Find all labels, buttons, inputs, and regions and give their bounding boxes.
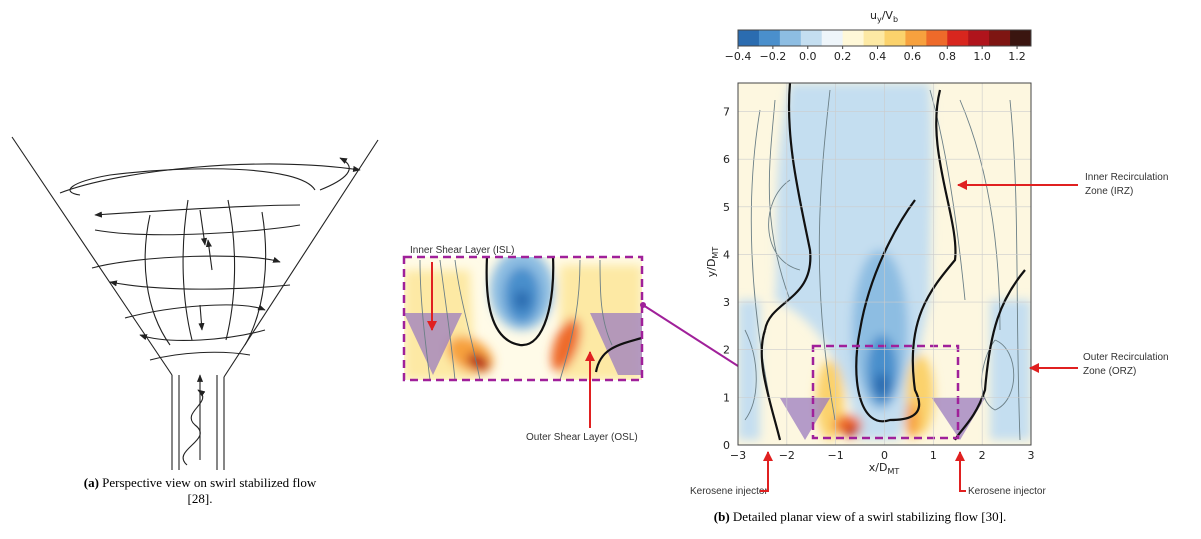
x-tick-label: 2 [979, 449, 986, 462]
x-tick-label: −2 [779, 449, 795, 462]
colorbar-swatch [1010, 30, 1031, 46]
inset-field [404, 250, 642, 381]
label-part: y/D [705, 259, 718, 278]
colorbar-swatch [989, 30, 1010, 46]
y-tick-label: 7 [723, 106, 730, 119]
colorbar-tick-label: 0.4 [869, 50, 887, 63]
x-tick-label: 1 [930, 449, 937, 462]
annotation: Outer Recirculation [1083, 352, 1169, 363]
title-part: /V [882, 9, 894, 22]
colorbar-swatch [905, 30, 926, 46]
x-tick-label: −1 [828, 449, 844, 462]
annotation: Zone (ORZ) [1083, 366, 1136, 377]
y-tick-label: 6 [723, 153, 730, 166]
label-part: x/D [869, 461, 888, 474]
swirl-sketch [12, 137, 378, 470]
colorbar: −0.4 −0.2 0.0 0.2 0.4 0.6 0.8 1.0 1.2 [725, 30, 1032, 63]
caption-text: Perspective view on swirl stabilized flo… [102, 475, 317, 490]
colorbar-swatch [738, 30, 759, 46]
x-axis-label: x/DMT [869, 461, 900, 476]
annotation: Kerosene injector [968, 486, 1046, 497]
colorbar-swatch [780, 30, 801, 46]
colorbar-tick-label: 0.2 [834, 50, 852, 63]
caption-text: Detailed planar view of a swirl stabiliz… [733, 509, 1006, 524]
colorbar-swatch [822, 30, 843, 46]
y-tick-label: 5 [723, 201, 730, 214]
y-tick-label: 0 [723, 439, 730, 452]
y-tick-label: 1 [723, 391, 730, 404]
annotation: Outer Shear Layer (OSL) [526, 432, 638, 443]
colorbar-swatch [843, 30, 864, 46]
x-tick-label: −3 [730, 449, 746, 462]
colorbar-tick-label: −0.4 [725, 50, 752, 63]
connector-dot [640, 302, 646, 308]
caption-label: (a) [84, 475, 99, 490]
colorbar-swatch [968, 30, 989, 46]
colorbar-title: uy/Vb [870, 9, 898, 24]
colorbar-swatch [864, 30, 885, 46]
title-part: u [870, 9, 877, 22]
colorbar-swatch [801, 30, 822, 46]
annotation: Inner Shear Layer (ISL) [410, 245, 515, 256]
annotation: Kerosene injector [690, 486, 768, 497]
y-tick-label: 2 [723, 344, 730, 357]
annotation: Inner Recirculation [1085, 172, 1168, 183]
caption-text: [28]. [188, 491, 213, 506]
colorbar-tick-label: 0.0 [799, 50, 817, 63]
colorbar-swatch [926, 30, 947, 46]
label-sub: MT [711, 247, 720, 259]
colorbar-swatch [885, 30, 906, 46]
colorbar-tick-label: 0.6 [904, 50, 922, 63]
colorbar-tick-label: −0.2 [760, 50, 787, 63]
y-tick-label: 3 [723, 296, 730, 309]
title-sub: b [893, 15, 898, 24]
caption-b: (b) Detailed planar view of a swirl stab… [714, 509, 1006, 524]
colorbar-swatch [759, 30, 780, 46]
y-tick-label: 4 [723, 248, 730, 261]
caption-label: (b) [714, 509, 730, 524]
colorbar-tick-label: 1.0 [973, 50, 991, 63]
colorbar-tick-label: 1.2 [1008, 50, 1026, 63]
label-sub: MT [887, 467, 899, 476]
x-tick-label: 3 [1028, 449, 1035, 462]
colorbar-tick-label: 0.8 [939, 50, 957, 63]
figure: (a) Perspective view on swirl stabilized… [0, 0, 1201, 539]
caption-a: (a) Perspective view on swirl stabilized… [84, 475, 317, 490]
annotation: Zone (IRZ) [1085, 186, 1133, 197]
colorbar-swatch [947, 30, 968, 46]
y-axis-label: y/DMT [705, 247, 720, 278]
